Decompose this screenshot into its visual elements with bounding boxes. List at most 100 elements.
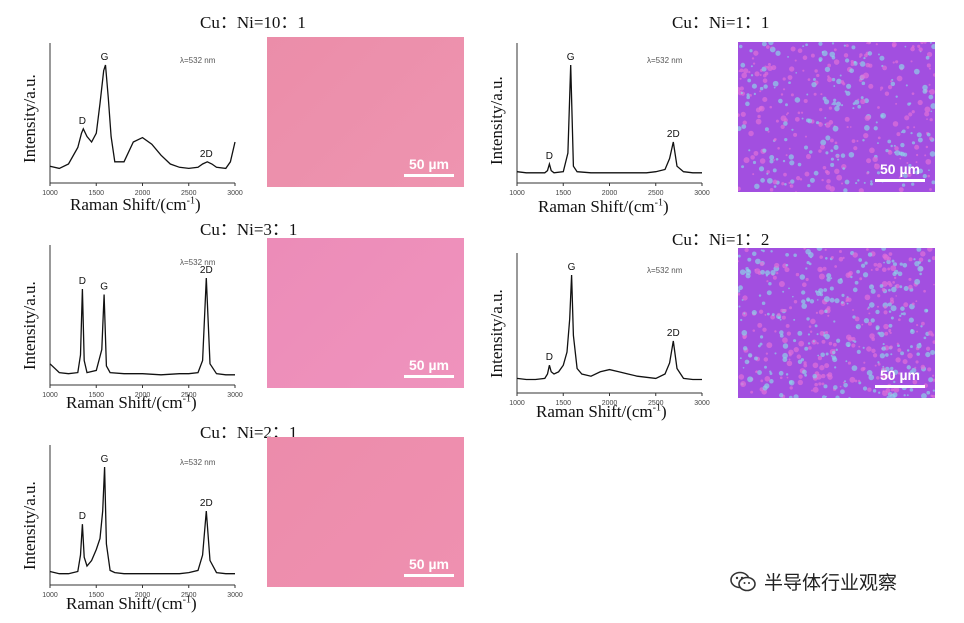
micrograph-speck bbox=[821, 395, 827, 398]
micrograph-speck bbox=[771, 313, 775, 317]
micrograph-speck bbox=[797, 48, 803, 54]
micrograph-speck bbox=[893, 151, 896, 154]
micrograph-speck bbox=[877, 361, 880, 364]
micrograph-speck bbox=[804, 135, 807, 138]
micrograph-speck bbox=[858, 345, 861, 348]
peak-label-2d: 2D bbox=[200, 265, 213, 276]
micrograph-speck bbox=[808, 252, 814, 258]
micrograph-speck bbox=[903, 394, 906, 397]
micrograph-speck bbox=[923, 336, 927, 340]
micrograph-speck bbox=[835, 395, 840, 398]
micrograph-speck bbox=[795, 272, 800, 277]
micrograph-speck bbox=[797, 379, 804, 386]
micrograph-speck bbox=[808, 325, 812, 328]
micrograph-speck bbox=[851, 365, 858, 372]
micrograph-speck bbox=[849, 126, 852, 128]
micrograph-speck bbox=[773, 138, 777, 142]
micrograph-speck bbox=[785, 323, 790, 328]
micrograph-speck bbox=[751, 309, 757, 316]
micrograph-speck bbox=[864, 261, 868, 265]
micrograph-speck bbox=[912, 379, 918, 385]
x-tick-label: 1000 bbox=[42, 190, 58, 197]
micrograph-speck bbox=[851, 336, 856, 342]
micrograph-speck bbox=[888, 310, 892, 313]
micrograph-speck bbox=[790, 179, 795, 184]
micrograph-speck bbox=[816, 333, 819, 336]
micrograph-speck bbox=[752, 62, 756, 65]
peak-label-g: G bbox=[101, 454, 109, 465]
micrograph-speck bbox=[738, 186, 741, 191]
micrograph-speck bbox=[828, 120, 834, 125]
micrograph-speck bbox=[889, 393, 896, 398]
micrograph-speck bbox=[926, 132, 931, 137]
micrograph-speck bbox=[854, 99, 860, 105]
micrograph-speck bbox=[829, 286, 834, 291]
micrograph-speck bbox=[759, 73, 762, 77]
micrograph-speck bbox=[741, 330, 748, 336]
micrograph-speck bbox=[738, 254, 741, 258]
x-tick-label: 2000 bbox=[135, 592, 151, 599]
micrograph-speck bbox=[915, 161, 918, 164]
micrograph-speck bbox=[901, 183, 906, 187]
micrograph-speck bbox=[792, 295, 794, 298]
micrograph-speck bbox=[833, 385, 838, 390]
micrograph-speck bbox=[757, 322, 763, 328]
micrograph-speck bbox=[857, 98, 860, 101]
micrograph-speck bbox=[817, 354, 820, 357]
micrograph-speck bbox=[867, 387, 872, 392]
micrograph-speck bbox=[830, 149, 834, 153]
micrograph-speck bbox=[926, 118, 928, 121]
micrograph-speck bbox=[869, 147, 875, 154]
x-tick-label: 1500 bbox=[88, 392, 104, 399]
micrograph-speck bbox=[919, 272, 922, 276]
micrograph-speck bbox=[859, 61, 866, 67]
micrograph-speck bbox=[887, 85, 893, 90]
micrograph-speck bbox=[823, 384, 828, 389]
micrograph-speck bbox=[875, 309, 880, 315]
micrograph-speck bbox=[828, 106, 833, 110]
micrograph-speck bbox=[780, 124, 785, 129]
micrograph-speck bbox=[760, 178, 765, 183]
micrograph-speck bbox=[859, 55, 862, 58]
micrograph-speck bbox=[762, 385, 768, 391]
micrograph-speck bbox=[818, 309, 824, 315]
micrograph-speck bbox=[905, 84, 908, 87]
micrograph-speck bbox=[834, 366, 837, 369]
micrograph-speck bbox=[816, 299, 819, 301]
micrograph-speck bbox=[797, 330, 803, 336]
micrograph-speck bbox=[847, 297, 852, 303]
micrograph-speck bbox=[802, 369, 807, 375]
micrograph-speck bbox=[768, 42, 774, 46]
micrograph-speck bbox=[927, 259, 931, 263]
micrograph-speck bbox=[786, 376, 789, 379]
micrograph-speck bbox=[745, 267, 749, 271]
micrograph-speck bbox=[908, 257, 913, 262]
micrograph-speck bbox=[786, 360, 793, 367]
micrograph-speck bbox=[843, 53, 849, 58]
micrograph-speck bbox=[769, 372, 773, 375]
micrograph-speck bbox=[902, 312, 906, 316]
micrograph-speck bbox=[877, 362, 881, 366]
micrograph-speck bbox=[747, 376, 754, 383]
micrograph-speck bbox=[838, 256, 844, 262]
micrograph-speck bbox=[769, 159, 774, 164]
micrograph-speck bbox=[824, 123, 827, 126]
micrograph-speck bbox=[743, 68, 749, 74]
micrograph-speck bbox=[803, 98, 808, 104]
raman-chart-5: 1000 1500 2000 2500 3000 D G 2D λ=532 nm bbox=[509, 253, 710, 407]
micrograph-speck bbox=[826, 373, 830, 377]
micrograph-speck bbox=[766, 312, 770, 316]
micrograph-speck bbox=[915, 153, 919, 157]
micrograph-speck bbox=[911, 92, 915, 96]
micrograph-speck bbox=[788, 349, 794, 356]
micrograph-speck bbox=[924, 111, 930, 117]
micrograph-speck bbox=[758, 309, 764, 314]
optical-micrograph-2: 50 µm bbox=[267, 238, 464, 388]
micrograph-speck bbox=[878, 331, 885, 338]
micrograph-speck bbox=[815, 311, 819, 314]
micrograph-speck bbox=[769, 105, 773, 109]
micrograph-speck bbox=[764, 71, 769, 76]
micrograph-speck bbox=[872, 353, 878, 358]
micrograph-speck bbox=[868, 374, 875, 381]
micrograph-speck bbox=[833, 144, 839, 150]
